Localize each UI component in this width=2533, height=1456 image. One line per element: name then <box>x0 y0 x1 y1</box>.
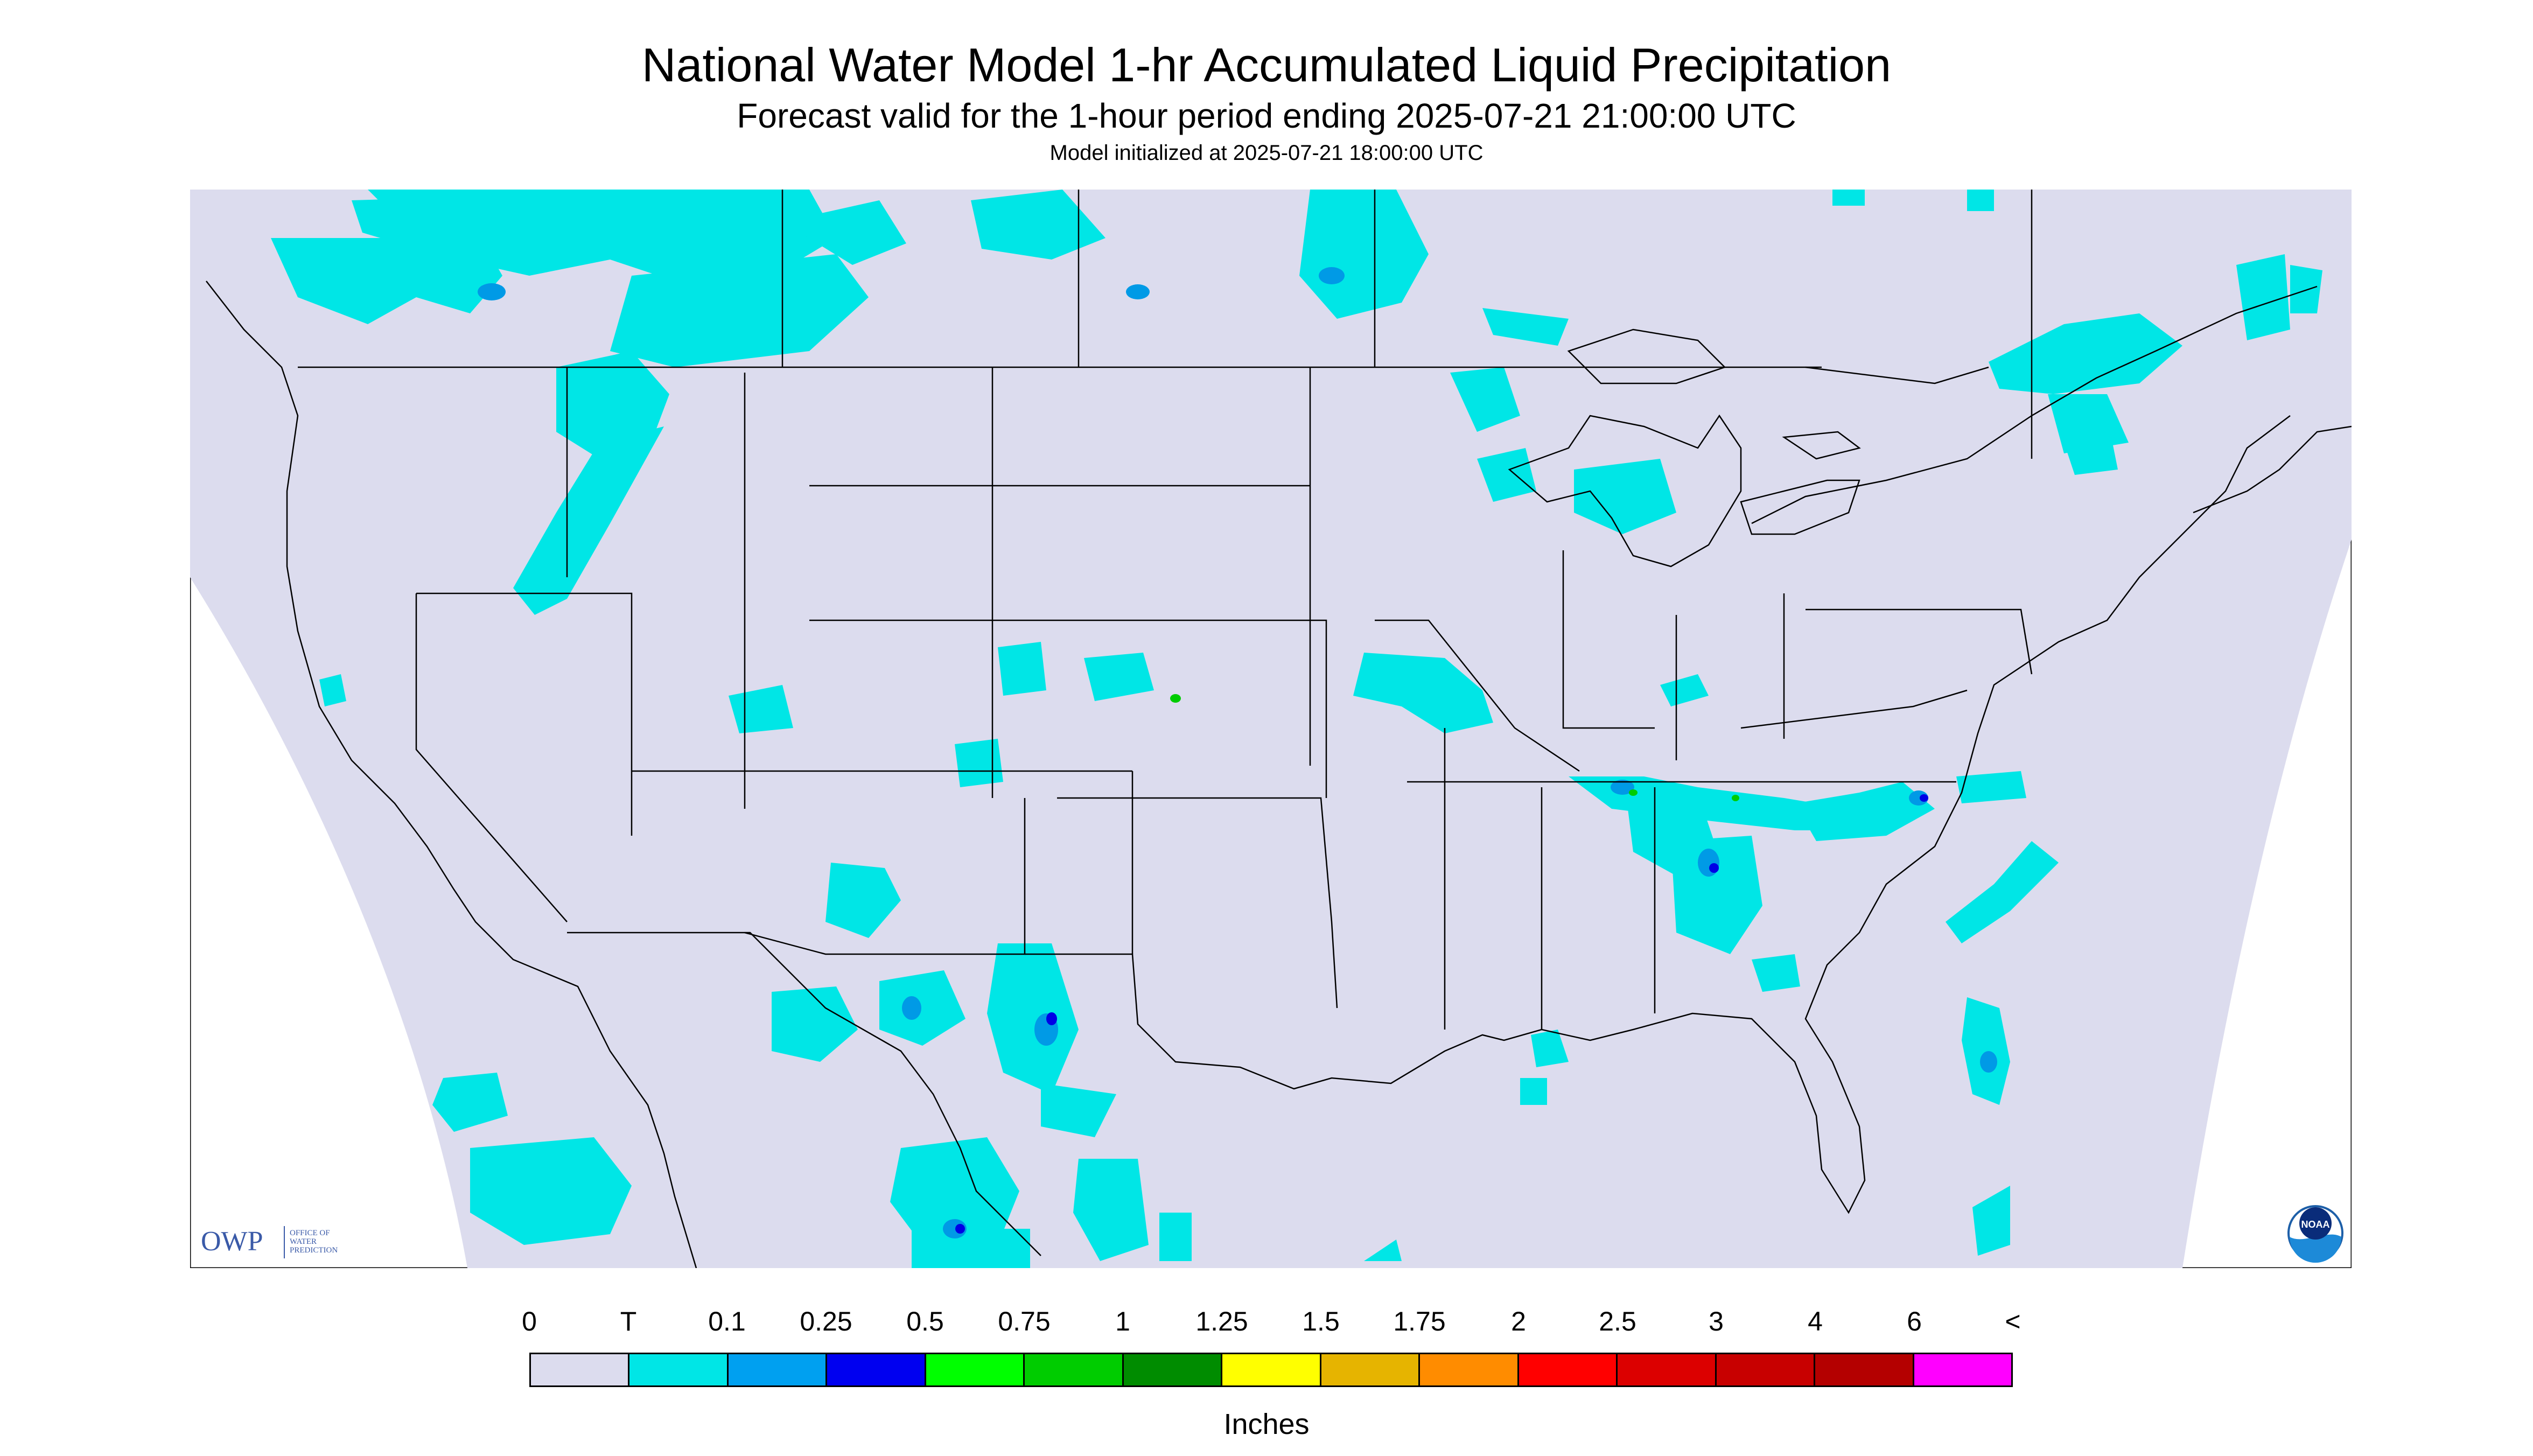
legend-swatch <box>629 1354 729 1385</box>
legend-tick: 0 <box>522 1306 537 1336</box>
legend-tick: T <box>620 1306 637 1336</box>
legend-swatch <box>1123 1354 1223 1385</box>
model-domain <box>190 190 2352 1268</box>
legend-tick: 6 <box>1907 1306 1922 1336</box>
owp-sub-1: OFFICE OF <box>290 1229 330 1237</box>
legend-swatch <box>1716 1354 1816 1385</box>
owp-logo: OWP OFFICE OF WATER PREDICTION <box>201 1226 338 1258</box>
model-init-line: Model initialized at 2025-07-21 18:00:00… <box>1049 141 1484 165</box>
legend-colorbar <box>529 1353 2013 1387</box>
owp-sub-2: WATER <box>290 1237 317 1246</box>
precipitation-map: OWP OFFICE OF WATER PREDICTION NOAA <box>190 190 2352 1268</box>
legend-tick: 1.5 <box>1302 1306 1340 1336</box>
precip-heavy-cells <box>955 794 1928 1234</box>
legend-tick: 2 <box>1511 1306 1526 1336</box>
legend-tick: 0.25 <box>800 1306 852 1336</box>
legend-swatch <box>1815 1354 1914 1385</box>
legend-tick: 1.75 <box>1393 1306 1446 1336</box>
legend-swatch <box>1222 1354 1321 1385</box>
map-boundaries <box>206 190 2352 1268</box>
precip-green-cells <box>1170 694 1739 801</box>
legend-swatch <box>1321 1354 1421 1385</box>
legend-tick: 4 <box>1808 1306 1823 1336</box>
legend-swatch <box>827 1354 926 1385</box>
legend-tick: 0.5 <box>906 1306 944 1336</box>
forecast-valid-subtitle: Forecast valid for the 1-hour period end… <box>737 96 1796 135</box>
legend-tick: 0.1 <box>708 1306 746 1336</box>
legend-tick: 1.25 <box>1195 1306 1248 1336</box>
noaa-logo: NOAA <box>2287 1205 2343 1263</box>
legend-swatch <box>926 1354 1025 1385</box>
legend-swatch <box>1519 1354 1618 1385</box>
legend-swatch <box>1914 1354 2012 1385</box>
legend-swatch <box>1618 1354 1717 1385</box>
precip-trace-areas <box>271 190 2322 1268</box>
legend-tick: 3 <box>1709 1306 1724 1336</box>
legend-tick: 2.5 <box>1599 1306 1636 1336</box>
owp-logo-text: OWP <box>201 1226 263 1257</box>
legend-tick: 0.75 <box>998 1306 1051 1336</box>
legend-swatch <box>728 1354 828 1385</box>
owp-sub-3: PREDICTION <box>290 1246 338 1255</box>
legend-units-label: Inches <box>1223 1408 1310 1440</box>
legend-tick: 1 <box>1115 1306 1130 1336</box>
legend-swatch <box>531 1354 630 1385</box>
legend-swatch <box>1420 1354 1519 1385</box>
legend-swatch <box>1025 1354 1124 1385</box>
legend-tick: < <box>2005 1306 2021 1336</box>
noaa-logo-text: NOAA <box>2301 1219 2330 1230</box>
map-title: National Water Model 1-hr Accumulated Li… <box>641 38 1892 92</box>
